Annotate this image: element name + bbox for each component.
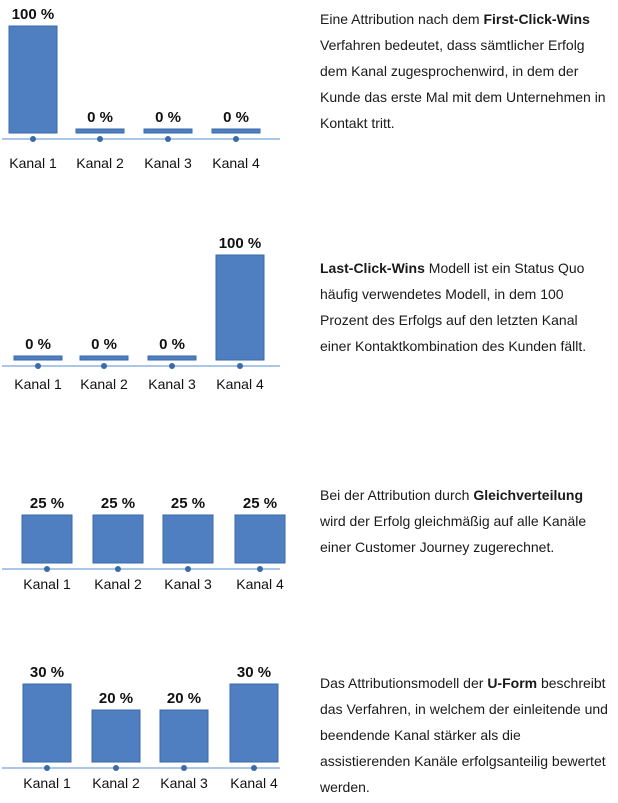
tick-marker (101, 363, 107, 369)
bar (147, 355, 197, 361)
bar (79, 355, 129, 361)
first-click-chart-svg: 100 % Kanal 1 0 % Kanal 2 0 % Kanal 3 0 % Kanal… (2, 6, 280, 171)
bar (215, 254, 265, 361)
tick-marker (169, 363, 175, 369)
tick-label: Kanal 1 (14, 376, 62, 392)
data-label: 0 % (87, 109, 113, 126)
data-label: 0 % (91, 336, 117, 353)
model-name: Last-Click-Wins (320, 260, 425, 276)
tick-label: Kanal 2 (80, 376, 128, 392)
bar (229, 683, 279, 763)
tick-label: Kanal 4 (216, 376, 264, 392)
tick-marker (30, 136, 36, 142)
tick-marker (237, 363, 243, 369)
tick-marker (113, 765, 119, 771)
tick-label: Kanal 3 (160, 775, 208, 791)
bar (92, 514, 144, 564)
tick-marker (185, 566, 191, 572)
tick-marker (115, 566, 121, 572)
description-text: Eine Attribution nach dem (320, 11, 484, 27)
equal-distribution-description: Bei der Attribution durch Gleichverteilu… (320, 482, 612, 560)
tick-label: Kanal 3 (148, 376, 196, 392)
data-label: 25 % (30, 495, 64, 512)
tick-label: Kanal 2 (92, 775, 140, 791)
first-click-chart: 100 % Kanal 1 0 % Kanal 2 0 % Kanal 3 0 % Kanal… (0, 0, 300, 180)
last-click-description: Last-Click-Wins Modell ist ein Status Qu… (320, 255, 612, 359)
data-label: 0 % (223, 109, 249, 126)
bar (8, 25, 58, 134)
bar (143, 128, 193, 134)
bar (234, 514, 286, 564)
equal-distribution-chart: 25 % Kanal 1 25 % Kanal 2 25 % Kanal 3 25 % Kan… (0, 475, 300, 600)
data-label: 30 % (30, 664, 64, 681)
tick-label: Kanal 3 (164, 576, 212, 592)
model-name: Gleichverteilung (473, 487, 584, 503)
model-first-click: 100 % Kanal 1 0 % Kanal 2 0 % Kanal 3 0 % Kanal… (0, 0, 618, 190)
tick-marker (251, 765, 257, 771)
tick-marker (257, 566, 263, 572)
data-label: 30 % (237, 664, 271, 681)
data-label: 0 % (159, 336, 185, 353)
model-name: First-Click-Wins (483, 11, 590, 27)
tick-marker (181, 765, 187, 771)
tick-label: Kanal 2 (76, 155, 124, 171)
model-last-click: 0 % Kanal 1 0 % Kanal 2 0 % Kanal 3 100 % Kanal… (0, 225, 618, 425)
model-name: U-Form (487, 675, 538, 691)
data-label: 25 % (243, 495, 277, 512)
tick-marker (97, 136, 103, 142)
tick-marker (44, 566, 50, 572)
model-equal-distribution: 25 % Kanal 1 25 % Kanal 2 25 % Kanal 3 25 % Kan… (0, 475, 618, 605)
tick-label: Kanal 4 (212, 155, 260, 171)
description-text: Modell ist ein Status Quo häufig verwend… (320, 260, 587, 354)
bar (21, 514, 73, 564)
u-form-chart: 30 % Kanal 1 20 % Kanal 2 20 % Kanal 3 30 % Kan… (0, 645, 300, 800)
tick-label: Kanal 2 (94, 576, 142, 592)
bar (162, 514, 214, 564)
data-label: 25 % (171, 495, 205, 512)
tick-label: Kanal 4 (236, 576, 284, 592)
tick-label: Kanal 1 (23, 775, 71, 791)
bar (13, 355, 63, 361)
first-click-description: Eine Attribution nach dem First-Click-Wi… (320, 6, 612, 136)
bar (211, 128, 261, 134)
tick-marker (44, 765, 50, 771)
description-text: wird der Erfolg gleichmäßig auf alle Kan… (320, 513, 587, 555)
tick-marker (165, 136, 171, 142)
bar (75, 128, 125, 134)
model-u-form: 30 % Kanal 1 20 % Kanal 2 20 % Kanal 3 30 % Kan… (0, 645, 618, 803)
data-label: 20 % (99, 690, 133, 707)
data-label: 100 % (219, 235, 262, 252)
description-text: beschreibt das Verfahren, in welchem der… (320, 675, 608, 795)
data-label: 25 % (101, 495, 135, 512)
tick-label: Kanal 1 (9, 155, 57, 171)
tick-label: Kanal 4 (230, 775, 278, 791)
equal-distribution-chart-svg: 25 % Kanal 1 25 % Kanal 2 25 % Kanal 3 25 % Kan… (2, 495, 286, 592)
data-label: 0 % (25, 336, 51, 353)
bar (159, 709, 209, 763)
u-form-chart-svg: 30 % Kanal 1 20 % Kanal 2 20 % Kanal 3 30 % Kan… (2, 664, 280, 791)
data-label: 0 % (155, 109, 181, 126)
description-text: Das Attributionsmodell der (320, 675, 488, 691)
bar (22, 683, 72, 763)
data-label: 20 % (167, 690, 201, 707)
tick-marker (233, 136, 239, 142)
tick-label: Kanal 3 (144, 155, 192, 171)
bar (91, 709, 141, 763)
last-click-chart: 0 % Kanal 1 0 % Kanal 2 0 % Kanal 3 100 % Kanal… (0, 225, 300, 400)
data-label: 100 % (12, 6, 55, 23)
last-click-chart-svg: 0 % Kanal 1 0 % Kanal 2 0 % Kanal 3 100 % Kanal… (2, 235, 280, 392)
tick-marker (35, 363, 41, 369)
tick-label: Kanal 1 (23, 576, 71, 592)
description-text: Verfahren bedeutet, dass sämtlicher Erfo… (320, 37, 606, 131)
description-text: Bei der Attribution durch (320, 487, 474, 503)
u-form-description: Das Attributionsmodell der U-Form beschr… (320, 670, 612, 800)
